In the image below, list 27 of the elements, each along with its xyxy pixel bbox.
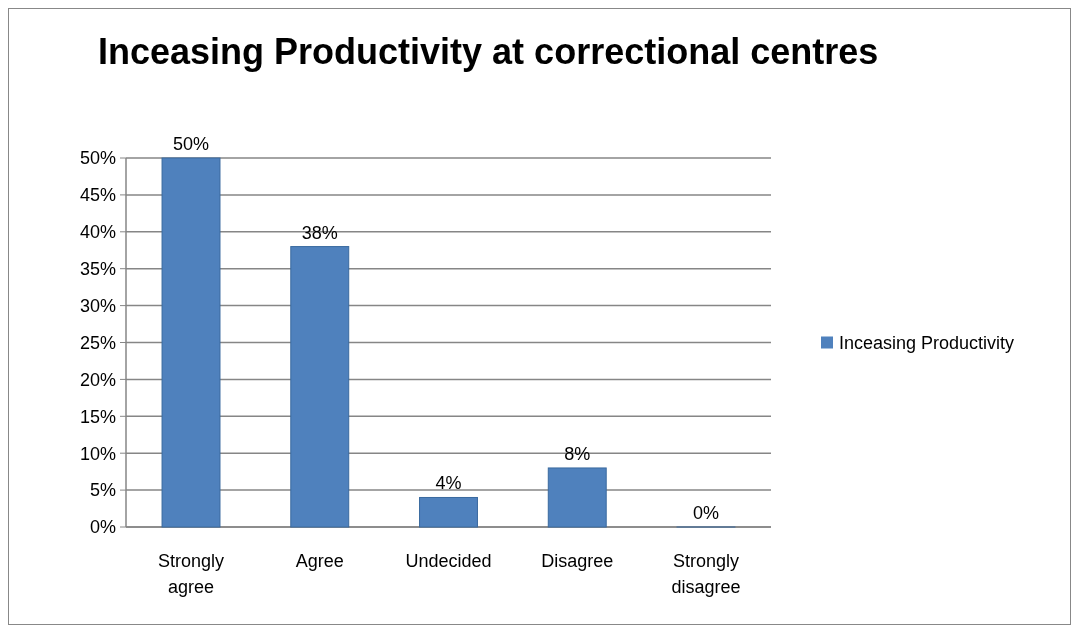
y-tick-label: 45%	[79, 185, 116, 206]
y-tick-label: 30%	[79, 295, 116, 316]
data-label: 38%	[301, 222, 338, 243]
x-tick-label: Strongly agree	[157, 551, 225, 597]
data-label: 50%	[173, 134, 210, 154]
y-tick-label: 20%	[79, 369, 116, 390]
bar	[290, 246, 350, 528]
data-label: 4%	[435, 473, 462, 494]
chart-title: Inceasing Productivity at correctional centres	[98, 31, 879, 72]
data-label: 0%	[692, 503, 719, 523]
legend-label: Inceasing Productivity	[839, 332, 1015, 353]
bar	[419, 496, 478, 528]
y-tick-label: 0%	[89, 517, 116, 538]
y-tick-label: 35%	[79, 259, 116, 279]
x-tick-label: Strongly disagree	[671, 551, 741, 597]
data-label: 8%	[564, 443, 591, 464]
bar	[547, 467, 607, 528]
y-tick-label: 15%	[79, 406, 116, 427]
bar	[161, 157, 221, 528]
y-tick-label: 40%	[79, 222, 116, 243]
y-tick-label: 25%	[79, 332, 116, 353]
x-tick-label: Disagree	[541, 551, 614, 571]
y-tick-label: 5%	[89, 480, 116, 501]
x-tick-label: Agree	[295, 551, 344, 571]
y-tick-label: 10%	[79, 443, 116, 464]
y-tick-label: 50%	[79, 148, 116, 169]
x-tick-label: Undecided	[405, 551, 492, 571]
